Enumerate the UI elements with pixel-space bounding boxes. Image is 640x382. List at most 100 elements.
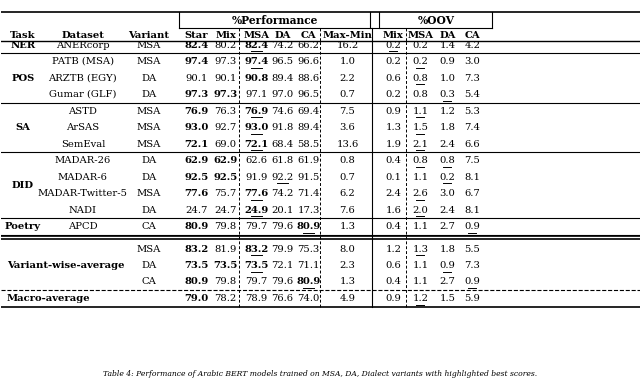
Text: 0.2: 0.2	[412, 40, 428, 50]
Text: 79.8: 79.8	[214, 277, 237, 286]
Text: POS: POS	[12, 73, 35, 83]
Text: 0.2: 0.2	[439, 173, 455, 181]
Text: 20.1: 20.1	[271, 206, 294, 215]
Text: MSA: MSA	[136, 57, 161, 66]
Text: 92.5: 92.5	[184, 173, 209, 181]
Text: 73.5: 73.5	[244, 261, 269, 270]
Text: 5.9: 5.9	[464, 294, 480, 303]
Text: 5.3: 5.3	[464, 107, 480, 115]
Text: MSA: MSA	[136, 107, 161, 115]
Text: APCD: APCD	[68, 222, 98, 231]
Text: 4.2: 4.2	[464, 40, 480, 50]
Text: 72.1: 72.1	[184, 139, 209, 149]
Text: 24.7: 24.7	[214, 206, 237, 215]
Text: ArSAS: ArSAS	[67, 123, 99, 132]
Text: 66.2: 66.2	[298, 40, 319, 50]
Text: 0.1: 0.1	[385, 173, 401, 181]
Text: 75.3: 75.3	[298, 244, 319, 254]
Text: MSA: MSA	[136, 123, 161, 132]
Text: 6.2: 6.2	[340, 189, 355, 198]
Text: 78.2: 78.2	[214, 294, 237, 303]
Text: 2.4: 2.4	[439, 139, 455, 149]
Text: %OOV: %OOV	[417, 15, 454, 26]
Text: 92.5: 92.5	[214, 173, 237, 181]
Text: 0.8: 0.8	[412, 73, 428, 83]
Text: 0.4: 0.4	[385, 277, 401, 286]
Text: 1.3: 1.3	[339, 277, 355, 286]
Text: 79.0: 79.0	[184, 294, 209, 303]
Text: 79.6: 79.6	[271, 222, 294, 231]
Text: MSA: MSA	[136, 40, 161, 50]
Text: 79.7: 79.7	[246, 222, 268, 231]
Text: 78.9: 78.9	[246, 294, 268, 303]
Text: 2.6: 2.6	[412, 189, 428, 198]
Text: 1.3: 1.3	[385, 123, 401, 132]
Text: 90.1: 90.1	[186, 73, 208, 83]
Text: 0.3: 0.3	[439, 90, 455, 99]
Text: 0.9: 0.9	[439, 57, 455, 66]
Text: 1.6: 1.6	[385, 206, 401, 215]
Text: 8.1: 8.1	[464, 173, 480, 181]
Text: 1.9: 1.9	[385, 139, 401, 149]
Text: DA: DA	[141, 73, 156, 83]
Text: 72.1: 72.1	[244, 139, 269, 149]
Text: Variant-wise-average: Variant-wise-average	[7, 261, 124, 270]
Text: 72.1: 72.1	[271, 261, 294, 270]
Text: MADAR-26: MADAR-26	[54, 156, 111, 165]
Text: 2.2: 2.2	[339, 73, 355, 83]
Text: 0.6: 0.6	[385, 261, 401, 270]
Text: NER: NER	[10, 40, 35, 50]
Text: 2.0: 2.0	[412, 206, 428, 215]
Text: 97.3: 97.3	[214, 57, 237, 66]
Text: 77.6: 77.6	[244, 189, 269, 198]
Text: 79.6: 79.6	[271, 277, 294, 286]
Text: 5.5: 5.5	[464, 244, 480, 254]
Text: 3.0: 3.0	[464, 57, 480, 66]
Text: 0.9: 0.9	[439, 261, 455, 270]
Text: 7.5: 7.5	[464, 156, 480, 165]
Text: 71.4: 71.4	[297, 189, 320, 198]
Text: 69.4: 69.4	[298, 107, 319, 115]
Text: 0.7: 0.7	[339, 90, 355, 99]
Text: DA: DA	[141, 156, 156, 165]
Text: 81.9: 81.9	[214, 244, 237, 254]
Text: 76.9: 76.9	[184, 107, 209, 115]
Text: 91.5: 91.5	[298, 173, 320, 181]
Text: 76.6: 76.6	[271, 294, 294, 303]
Text: 1.8: 1.8	[439, 244, 455, 254]
Text: 62.9: 62.9	[214, 156, 237, 165]
Text: 83.2: 83.2	[244, 244, 269, 254]
Text: 2.7: 2.7	[439, 277, 455, 286]
Text: 0.9: 0.9	[464, 222, 480, 231]
Text: 24.9: 24.9	[244, 206, 269, 215]
Text: 97.3: 97.3	[214, 90, 237, 99]
Text: Task: Task	[10, 31, 36, 39]
Text: 75.7: 75.7	[214, 189, 237, 198]
Text: 3.6: 3.6	[340, 123, 355, 132]
Text: CA: CA	[141, 222, 156, 231]
Text: SemEval: SemEval	[61, 139, 105, 149]
Text: CA: CA	[141, 277, 156, 286]
Text: DA: DA	[141, 90, 156, 99]
Text: 83.2: 83.2	[184, 244, 209, 254]
Text: 82.4: 82.4	[184, 40, 209, 50]
Text: MSA: MSA	[407, 31, 433, 39]
Text: 0.9: 0.9	[385, 107, 401, 115]
Text: 8.1: 8.1	[464, 206, 480, 215]
Text: Gumar (GLF): Gumar (GLF)	[49, 90, 116, 99]
Text: Macro-average: Macro-average	[7, 294, 91, 303]
Text: 80.9: 80.9	[296, 222, 321, 231]
Text: 8.0: 8.0	[339, 244, 355, 254]
Text: Mix: Mix	[215, 31, 236, 39]
Text: 90.8: 90.8	[244, 73, 269, 83]
Text: MADAR-6: MADAR-6	[58, 173, 108, 181]
Text: 17.3: 17.3	[298, 206, 320, 215]
Text: MSA: MSA	[136, 244, 161, 254]
Text: 80.9: 80.9	[184, 222, 209, 231]
Text: 1.3: 1.3	[339, 222, 355, 231]
Text: 1.1: 1.1	[412, 222, 428, 231]
Text: Star: Star	[185, 31, 209, 39]
Text: 0.9: 0.9	[385, 294, 401, 303]
Text: ASTD: ASTD	[68, 107, 97, 115]
Text: 68.4: 68.4	[271, 139, 294, 149]
